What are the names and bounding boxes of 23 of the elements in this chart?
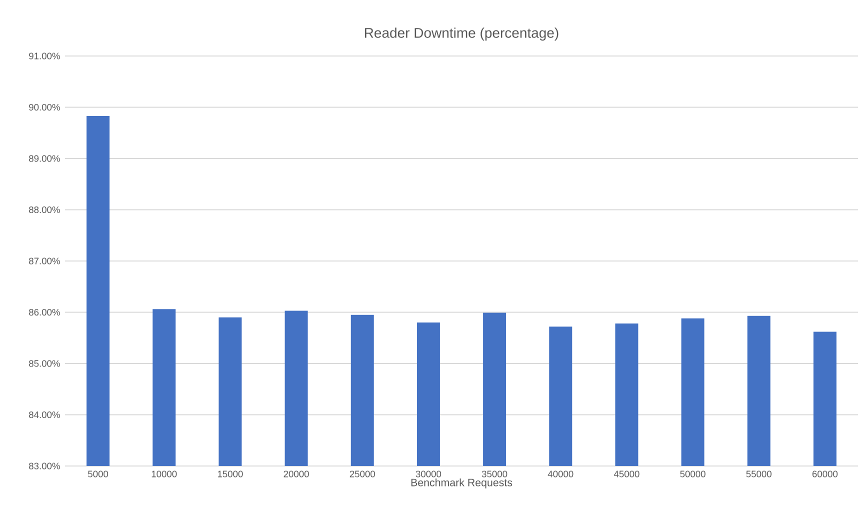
x-tick-label: 35000	[482, 470, 508, 478]
x-tick-label: 10000	[152, 470, 177, 478]
y-tick-label: 89.00%	[29, 155, 60, 162]
x-tick-label: 30000	[416, 470, 442, 478]
x-tick-label: 25000	[350, 470, 375, 478]
x-tick-label: 20000	[284, 470, 309, 478]
chart-title: Reader Downtime (percentage)	[365, 28, 558, 41]
x-tick-label: 5000	[88, 470, 108, 478]
y-tick-label: 85.00%	[29, 360, 60, 367]
x-tick-label: 45000	[614, 470, 640, 478]
x-tick-label: 15000	[218, 470, 243, 478]
y-tick-label: 87.00%	[29, 258, 60, 264]
x-tick-label: 60000	[812, 470, 838, 478]
x-tick-label: 55000	[746, 470, 772, 478]
x-tick-label: 50000	[680, 470, 706, 478]
y-tick-label: 91.00%	[29, 52, 60, 60]
y-tick-label: 86.00%	[29, 308, 60, 316]
y-tick-label: 83.00%	[29, 462, 60, 470]
x-axis-title: Benchmark Requests	[411, 478, 512, 488]
y-tick-label: 84.00%	[29, 411, 60, 418]
x-tick-label: 40000	[548, 470, 574, 478]
y-tick-label: 90.00%	[29, 104, 60, 111]
y-tick-label: 88.00%	[29, 206, 60, 214]
